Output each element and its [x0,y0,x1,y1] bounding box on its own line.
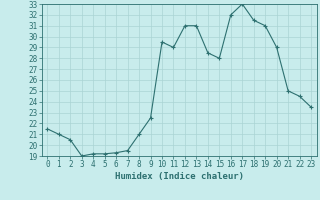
X-axis label: Humidex (Indice chaleur): Humidex (Indice chaleur) [115,172,244,181]
